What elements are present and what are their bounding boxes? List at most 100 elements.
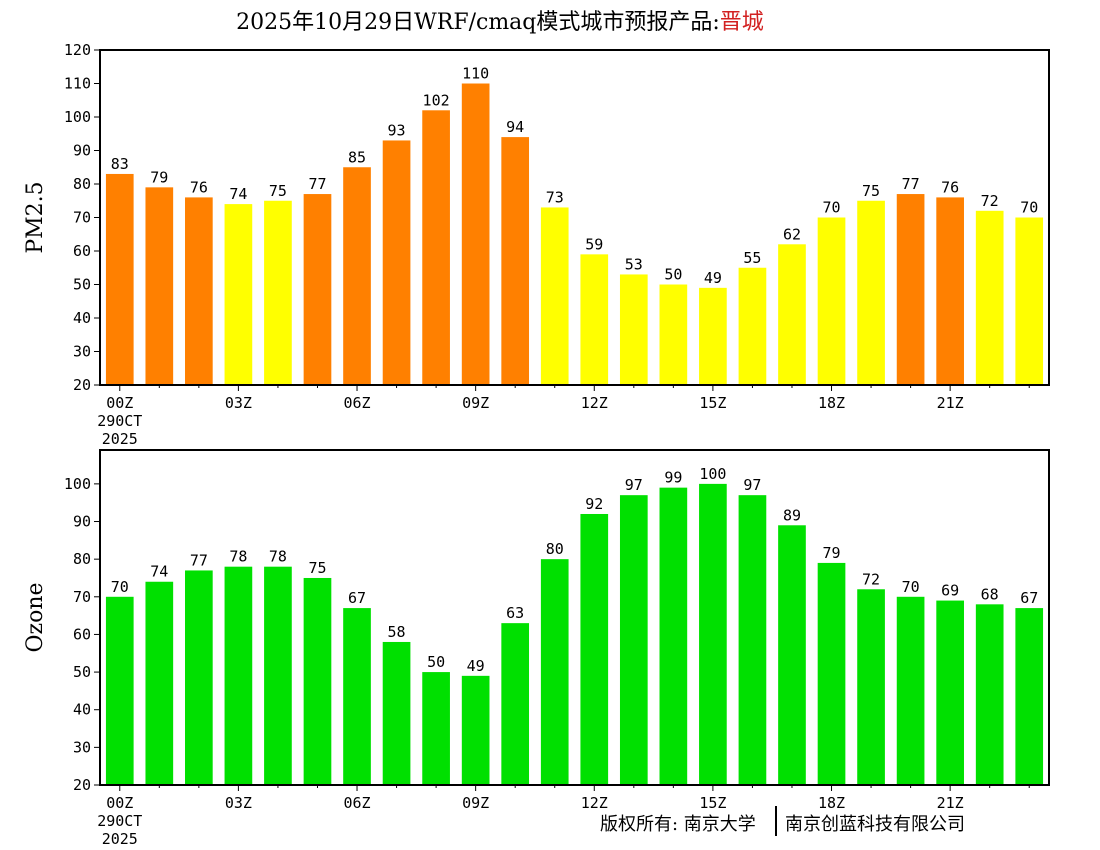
pm25-bar	[857, 200, 885, 385]
pm25-ytick-label: 100	[64, 108, 91, 126]
ozone-bar	[422, 672, 450, 785]
pm25-date-line2: 2025	[102, 430, 138, 448]
ozone-bar	[461, 675, 490, 785]
credit-separator	[775, 806, 777, 836]
pm25-value-label: 110	[462, 65, 489, 83]
pm25-value-label: 77	[308, 175, 326, 193]
ozone-value-label: 67	[348, 589, 366, 607]
ozone-value-label: 97	[625, 476, 643, 494]
pm25-value-label: 75	[862, 182, 880, 200]
ozone-ytick-label: 70	[73, 588, 91, 606]
pm25-value-label: 93	[388, 121, 406, 139]
pm25-bar	[382, 140, 411, 385]
ozone-value-label: 70	[111, 578, 129, 596]
pm25-bar	[896, 194, 925, 385]
pm25-y-axis-title: PM2.5	[23, 181, 48, 253]
pm25-xtick-label: 00Z	[106, 394, 133, 412]
pm25-xtick-label: 21Z	[937, 394, 964, 412]
ozone-bar	[185, 570, 213, 785]
pm25-value-label: 73	[546, 188, 564, 206]
pm25-bar	[343, 167, 371, 385]
ozone-xtick-label: 12Z	[581, 794, 608, 812]
ozone-value-label: 100	[699, 465, 726, 483]
pm25-value-label: 85	[348, 148, 366, 166]
pm25-value-label: 62	[783, 225, 801, 243]
pm25-ytick-label: 30	[73, 343, 91, 361]
ozone-bar	[105, 596, 134, 785]
pm25-bar	[422, 110, 450, 386]
ozone-bar	[896, 596, 925, 785]
ozone-bar	[738, 495, 767, 785]
pm25-value-label: 72	[981, 192, 999, 210]
ozone-xtick-label: 15Z	[699, 794, 726, 812]
pm25-bar	[540, 207, 569, 385]
ozone-bar	[580, 513, 609, 785]
pm25-bar	[936, 197, 964, 385]
ozone-value-label: 74	[150, 563, 168, 581]
pm25-ytick-label: 110	[64, 75, 91, 93]
pm25-plot-frame	[99, 49, 1050, 386]
ozone-value-label: 89	[783, 506, 801, 524]
pm25-bar	[185, 197, 213, 385]
pm25-value-label: 53	[625, 255, 643, 273]
pm25-xtick-label: 03Z	[225, 394, 252, 412]
ozone-plot-frame	[99, 449, 1050, 786]
ozone-bar	[936, 600, 964, 785]
ozone-value-label: 69	[941, 582, 959, 600]
pm25-bar	[501, 137, 530, 385]
pm25-bar	[105, 173, 134, 385]
ozone-value-label: 49	[467, 657, 485, 675]
ozone-bar	[619, 495, 648, 785]
title-prefix: 2025年10月29日WRF/cmaq模式城市预报产品:	[236, 10, 720, 35]
pm25-bar	[580, 254, 609, 385]
pm25-ytick-label: 50	[73, 276, 91, 294]
pm25-value-label: 70	[822, 199, 840, 217]
pm25-value-label: 76	[941, 178, 959, 196]
ozone-ytick-label: 30	[73, 738, 91, 756]
ozone-bar	[778, 525, 806, 785]
ozone-value-label: 75	[308, 559, 326, 577]
title-city: 晋城	[719, 10, 764, 35]
ozone-value-label: 50	[427, 653, 445, 671]
pm25-bar	[619, 274, 648, 385]
ozone-bar	[975, 604, 1004, 785]
pm25-xtick-label: 18Z	[818, 394, 845, 412]
credit-university: 版权所有: 南京大学	[600, 814, 756, 835]
ozone-xtick-label: 09Z	[462, 794, 489, 812]
ozone-bar	[501, 623, 530, 785]
ozone-bar	[303, 577, 332, 785]
ozone-bar	[1015, 608, 1044, 785]
ozone-value-label: 78	[229, 548, 247, 566]
pm25-bar	[303, 194, 332, 385]
ozone-value-label: 79	[822, 544, 840, 562]
pm25-ytick-label: 60	[73, 242, 91, 260]
ozone-bar	[145, 581, 174, 785]
pm25-bar	[264, 200, 292, 385]
pm25-value-label: 102	[423, 91, 450, 109]
pm25-bar	[778, 244, 806, 385]
ozone-ytick-label: 80	[73, 550, 91, 568]
pm25-value-label: 75	[269, 182, 287, 200]
ozone-date-line1: 290CT	[97, 812, 142, 830]
ozone-y-axis-title: Ozone	[23, 582, 48, 652]
ozone-bar	[699, 483, 727, 785]
pm25-value-label: 94	[506, 118, 524, 136]
ozone-ytick-label: 90	[73, 513, 91, 531]
pm25-xtick-label: 09Z	[462, 394, 489, 412]
ozone-xtick-label: 21Z	[937, 794, 964, 812]
pm25-xtick-label: 06Z	[343, 394, 370, 412]
ozone-bar	[817, 562, 846, 785]
ozone-ytick-label: 100	[64, 475, 91, 493]
ozone-bar	[540, 559, 569, 785]
pm25-bar	[659, 284, 688, 385]
ozone-value-label: 80	[546, 540, 564, 558]
ozone-xtick-label: 03Z	[225, 794, 252, 812]
pm25-bar	[738, 267, 767, 385]
ozone-bar	[343, 608, 371, 785]
ozone-value-label: 78	[269, 548, 287, 566]
pm25-bar	[975, 210, 1004, 385]
ozone-xtick-label: 06Z	[343, 794, 370, 812]
ozone-bar	[382, 641, 411, 785]
pm25-value-label: 77	[902, 175, 920, 193]
pm25-date-line1: 290CT	[97, 412, 142, 430]
